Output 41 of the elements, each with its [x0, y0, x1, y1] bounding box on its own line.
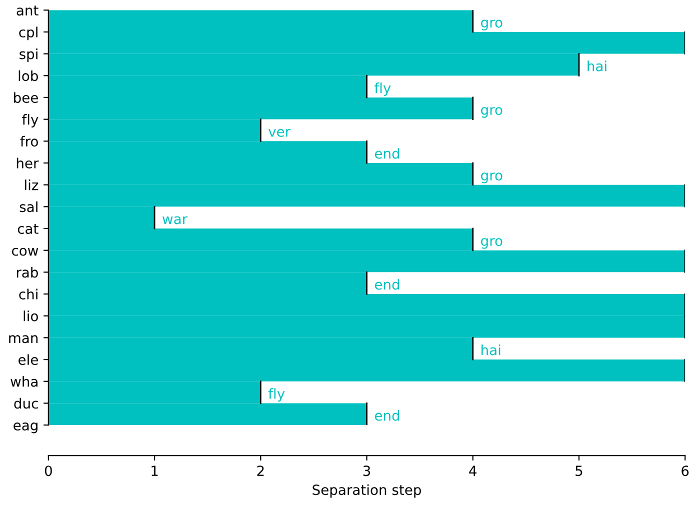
data-label: fly: [268, 388, 285, 402]
x-tick-label: 0: [44, 466, 52, 476]
y-tick-label: chi: [19, 288, 38, 300]
y-tick-label: cat: [18, 224, 38, 234]
x-tick-label: 6: [682, 466, 689, 476]
data-label: gro: [481, 172, 502, 184]
y-tick-label: eag: [14, 422, 38, 434]
x-tick-label: 1: [152, 466, 158, 476]
y-tick-label: rab: [16, 266, 38, 278]
data-label: fly: [374, 82, 391, 96]
data-label: gro: [481, 238, 502, 249]
y-tick-label: fly: [22, 114, 38, 128]
y-tick-label: duc: [14, 398, 38, 409]
x-tick-label: 3: [363, 466, 370, 476]
y-tick-label: lob: [18, 70, 38, 82]
data-label: war: [162, 216, 188, 224]
y-tick-label: fro: [20, 136, 38, 147]
data-label: end: [374, 278, 400, 290]
y-tick-label: sal: [20, 201, 38, 212]
y-tick-label: man: [9, 335, 38, 344]
y-tick-label: lio: [24, 310, 38, 322]
y-tick-label: cpl: [19, 26, 38, 40]
x-tick-label: 4: [469, 466, 477, 476]
x-tick-label: 5: [576, 466, 582, 476]
y-tick-label: ant: [16, 6, 38, 16]
x-axis-title: Separation step: [312, 484, 421, 498]
data-label: gro: [481, 20, 502, 30]
y-tick-label: her: [16, 158, 39, 168]
y-tick-label: cow: [12, 248, 38, 256]
y-tick-label: liz: [25, 180, 38, 190]
data-label: hai: [482, 344, 500, 356]
y-tick-label: wha: [10, 376, 38, 387]
data-label: hai: [588, 60, 606, 72]
y-tick-label: ele: [18, 354, 38, 365]
x-tick-label: 2: [257, 466, 264, 476]
y-tick-label: spi: [20, 48, 38, 62]
data-label: gro: [481, 107, 502, 118]
data-label: end: [374, 148, 400, 159]
data-label: end: [374, 410, 400, 421]
data-label: ver: [268, 128, 291, 137]
y-tick-label: bee: [14, 92, 38, 103]
